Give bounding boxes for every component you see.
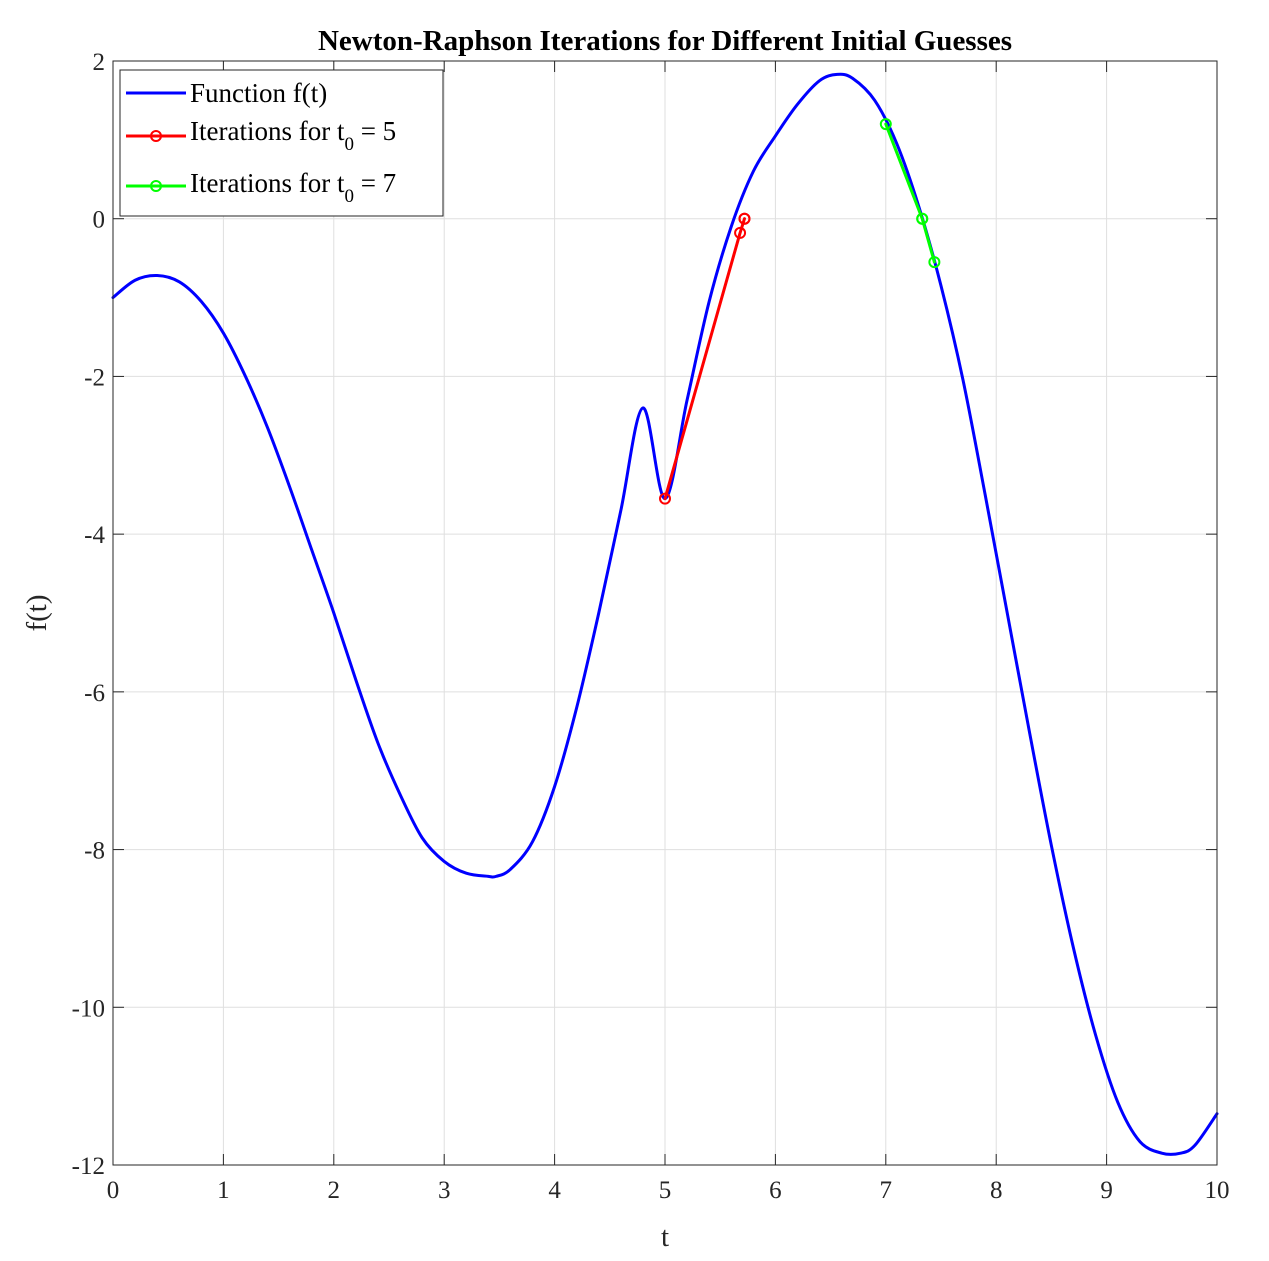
y-tick-label: -6 xyxy=(84,680,105,707)
data-point-marker xyxy=(734,226,747,239)
x-tick-label: 8 xyxy=(990,1177,1003,1204)
x-tick-label: 7 xyxy=(880,1177,893,1204)
legend-label-function: Function f(t) xyxy=(190,78,327,108)
legend-label-iter5-main: Iterations for t xyxy=(190,116,345,146)
legend-label-iter5-sub: 0 xyxy=(344,134,354,155)
iterations-t0-7-line xyxy=(884,122,936,264)
y-tick-label: -10 xyxy=(72,995,105,1022)
legend-label-iter5: Iterations for t0 = 5 xyxy=(190,116,396,155)
y-tick-label: 0 xyxy=(93,207,106,234)
x-tick-label: 2 xyxy=(328,1177,341,1204)
x-tick-label: 0 xyxy=(107,1177,120,1204)
x-tick-label: 10 xyxy=(1205,1177,1230,1204)
legend-label-iter7: Iterations for t0 = 7 xyxy=(190,168,396,207)
x-tick-label: 6 xyxy=(769,1177,782,1204)
data-point-marker xyxy=(916,212,929,225)
x-axis-title: t xyxy=(661,1221,669,1253)
series-layer xyxy=(111,72,1219,1156)
y-tick-label: 2 xyxy=(93,49,106,76)
tick-layer: 0 1 2 3 4 5 6 7 8 9 10 -12 -10 -8 -6 -4 -2 0 2 xyxy=(72,49,1230,1204)
grid-layer xyxy=(113,61,1217,1165)
y-tick-label: -4 xyxy=(84,522,105,549)
data-point-marker xyxy=(928,256,941,269)
legend-label-iter7-sub: 0 xyxy=(344,186,354,207)
legend: Function f(t) Iterations for t0 = 5 Iter… xyxy=(119,69,444,217)
x-tick-label: 3 xyxy=(438,1177,451,1204)
x-tick-label: 9 xyxy=(1100,1177,1113,1204)
y-axis-title: f(t) xyxy=(21,594,53,631)
x-tick-label: 1 xyxy=(217,1177,230,1204)
y-tick-label: -12 xyxy=(72,1153,105,1180)
x-tick-label: 5 xyxy=(659,1177,672,1204)
legend-marker-iter5 xyxy=(150,130,162,142)
legend-label-iter7-main: Iterations for t xyxy=(190,168,345,198)
legend-label-iter7-suffix: = 7 xyxy=(354,168,396,198)
y-tick-label: -2 xyxy=(84,364,105,391)
legend-marker-iter7 xyxy=(150,180,162,192)
data-point-marker xyxy=(879,118,892,131)
x-tick-label: 4 xyxy=(548,1177,561,1204)
data-point-marker xyxy=(738,212,751,225)
legend-label-iter5-suffix: = 5 xyxy=(354,116,396,146)
data-point-marker xyxy=(659,492,671,505)
chart-title: Newton-Raphson Iterations for Different … xyxy=(318,25,1012,57)
y-tick-label: -8 xyxy=(84,838,105,865)
